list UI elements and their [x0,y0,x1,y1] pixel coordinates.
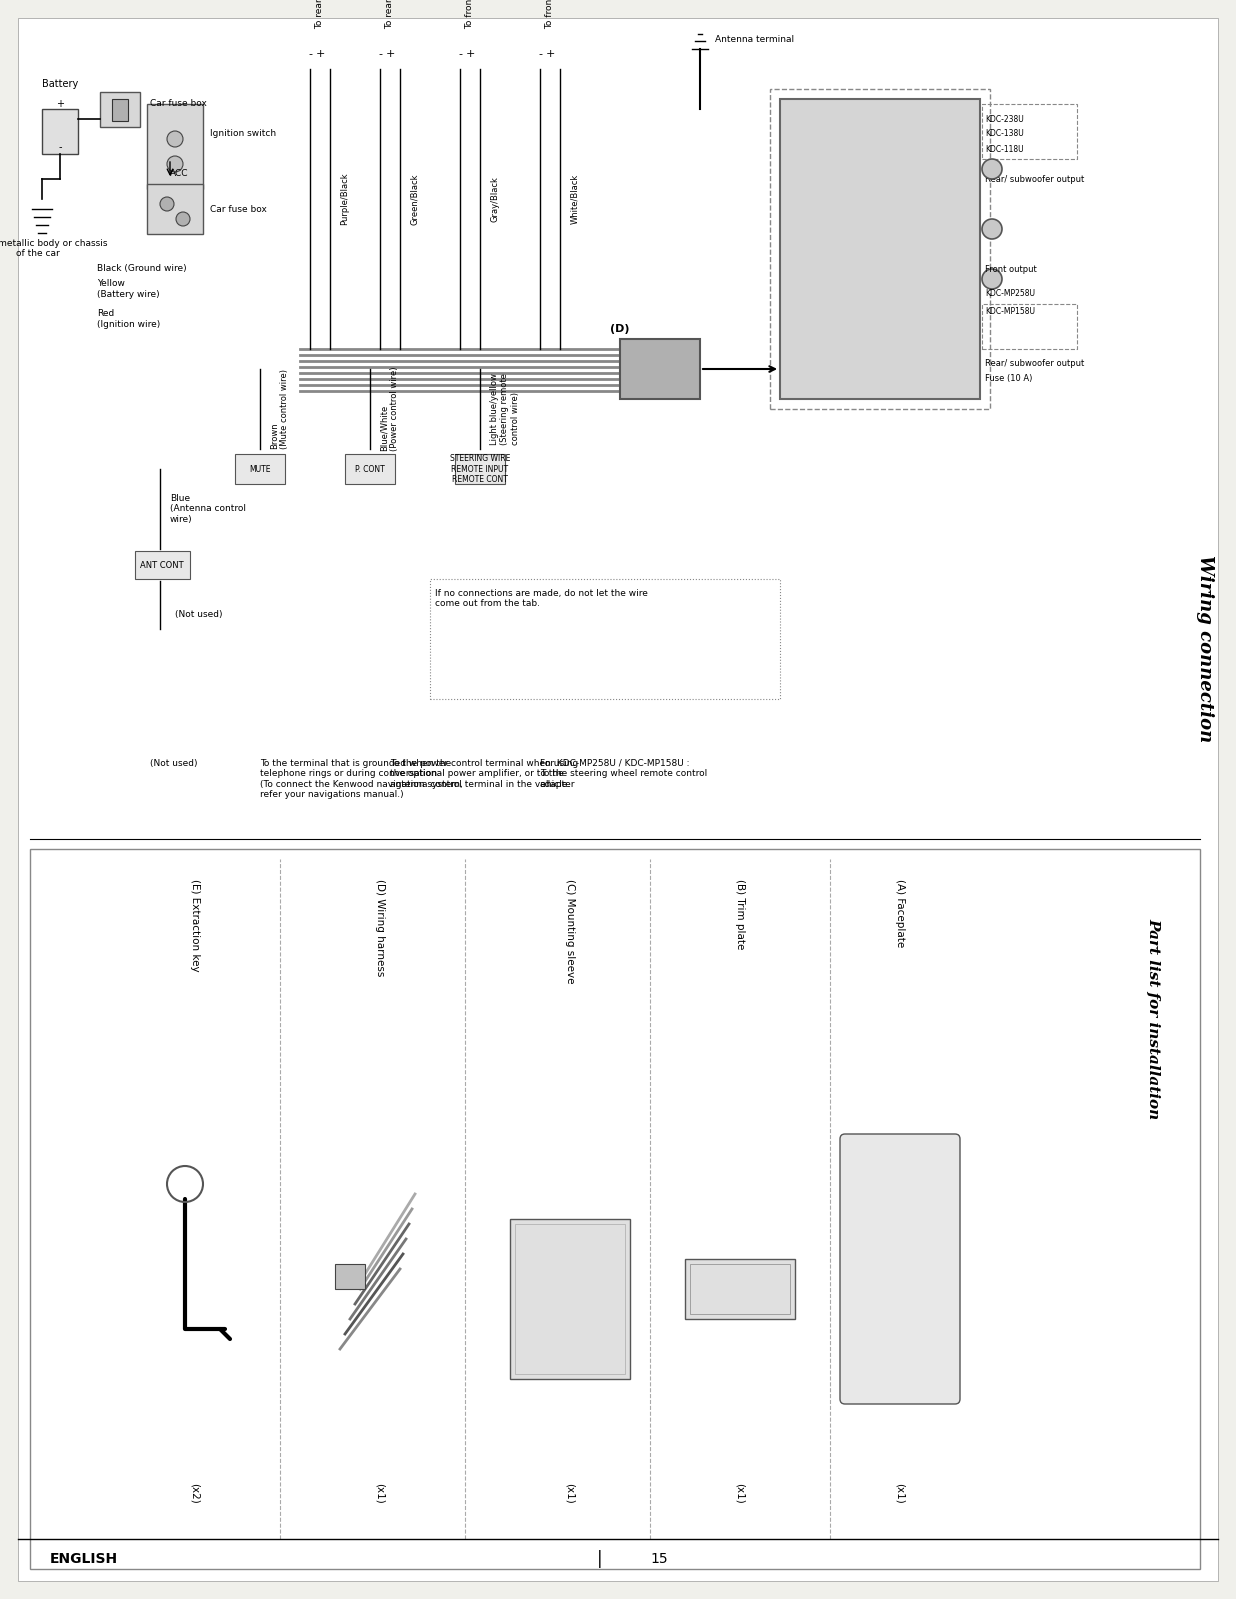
Circle shape [176,213,190,225]
Text: KDC-238U: KDC-238U [985,115,1023,123]
Text: Battery: Battery [42,78,78,90]
Text: (D): (D) [611,325,630,334]
Bar [135,552,190,579]
Text: For KDC-MP258U / KDC-MP158U :
To the steering wheel remote control
adapter: For KDC-MP258U / KDC-MP158U : To the ste… [540,760,707,788]
Text: (x1): (x1) [375,1484,384,1505]
Text: (C) Mounting sleeve: (C) Mounting sleeve [565,879,575,983]
Text: To front speaker (right): To front speaker (right) [466,0,475,29]
Bar [42,109,78,154]
Text: Ignition switch: Ignition switch [210,130,276,139]
Text: Front output: Front output [985,264,1037,273]
Bar [335,1263,365,1289]
Circle shape [167,131,183,147]
Circle shape [159,197,174,211]
Circle shape [981,219,1002,238]
Text: To rear speaker (left): To rear speaker (left) [386,0,394,29]
Bar [620,339,700,400]
Text: (Not used): (Not used) [176,609,222,619]
Bar [30,849,1200,1569]
Bar [430,579,780,699]
Text: If no connections are made, do not let the wire
come out from the tab.: If no connections are made, do not let t… [435,588,648,608]
Text: ENGLISH: ENGLISH [49,1553,119,1565]
Text: To the metallic body or chassis
of the car: To the metallic body or chassis of the c… [0,238,108,259]
Bar [981,104,1077,158]
Text: (x1): (x1) [565,1484,575,1505]
Text: Brown
(Mute control wire): Brown (Mute control wire) [269,369,289,449]
Text: -: - [58,142,62,152]
Text: (x2): (x2) [190,1484,200,1505]
Text: +: + [386,50,394,59]
Text: KDC-118U: KDC-118U [985,144,1023,154]
Text: (x1): (x1) [895,1484,905,1505]
Text: +: + [465,50,475,59]
Text: +: + [545,50,555,59]
Text: To the terminal that is grounded when the
telephone rings or during conversation: To the terminal that is grounded when th… [260,760,462,800]
Bar [770,90,990,409]
Text: -: - [459,50,462,59]
Text: Purple/Black: Purple/Black [340,173,349,225]
Text: To front speaker (left): To front speaker (left) [545,0,555,29]
Text: +: + [56,99,64,109]
Text: White/Black: White/Black [570,174,578,224]
Text: To rear speaker (right): To rear speaker (right) [315,0,325,29]
Bar [455,454,506,484]
Bar [780,99,980,400]
Text: -: - [378,50,382,59]
Text: Red
(Ignition wire): Red (Ignition wire) [96,309,161,329]
Text: Blue
(Antenna control
wire): Blue (Antenna control wire) [171,494,246,524]
Circle shape [167,157,183,173]
Bar [147,184,203,233]
Text: MUTE: MUTE [250,464,271,473]
Text: Yellow
(Battery wire): Yellow (Battery wire) [96,280,159,299]
Circle shape [981,269,1002,289]
Text: (B) Trim plate: (B) Trim plate [735,879,745,950]
Text: 15: 15 [650,1553,667,1565]
Text: Car fuse box: Car fuse box [210,205,267,214]
Text: (D) Wiring harness: (D) Wiring harness [375,879,384,977]
Bar [981,304,1077,349]
Text: -: - [538,50,543,59]
Text: ANT CONT: ANT CONT [140,561,184,569]
Bar [685,1258,795,1319]
Text: +: + [315,50,325,59]
Text: KDC-MP258U: KDC-MP258U [985,289,1035,299]
Bar [345,454,396,484]
Text: Gray/Black: Gray/Black [489,176,499,222]
Text: |: | [597,1549,603,1569]
Bar [510,1218,630,1378]
Bar [147,104,203,189]
Text: Rear/ subwoofer output: Rear/ subwoofer output [985,360,1084,368]
Text: Antenna terminal: Antenna terminal [714,35,794,43]
Text: P. CONT: P. CONT [355,464,384,473]
Text: (E) Extraction key: (E) Extraction key [190,879,200,972]
Text: Wiring connection: Wiring connection [1196,555,1214,742]
Text: Rear/ subwoofer output: Rear/ subwoofer output [985,174,1084,184]
Text: (Not used): (Not used) [150,760,198,768]
Text: Light blue/yellow
(Steering remote
control wire): Light blue/yellow (Steering remote contr… [489,373,520,445]
Text: ACC: ACC [171,169,189,179]
Text: Green/Black: Green/Black [410,173,419,225]
Bar [235,454,286,484]
Text: (x1): (x1) [735,1484,745,1505]
Bar [690,1263,790,1314]
Text: KDC-MP158U: KDC-MP158U [985,307,1035,315]
Text: To the power control terminal when using
the optional power amplifier, or to the: To the power control terminal when using… [391,760,578,788]
Bar [112,99,129,122]
Circle shape [981,158,1002,179]
FancyBboxPatch shape [840,1134,960,1404]
Text: Black (Ground wire): Black (Ground wire) [96,264,187,273]
Text: Part list for installation: Part list for installation [1146,918,1161,1119]
Bar [515,1223,625,1374]
Text: (A) Faceplate: (A) Faceplate [895,879,905,947]
Text: Car fuse box: Car fuse box [150,99,206,109]
Text: Blue/White
(Power control wire): Blue/White (Power control wire) [379,366,399,451]
Text: KDC-138U: KDC-138U [985,130,1023,139]
Text: -: - [308,50,311,59]
Text: STEERING WIRE
REMOTE INPUT
REMOTE CONT: STEERING WIRE REMOTE INPUT REMOTE CONT [450,454,510,484]
Text: Fuse (10 A): Fuse (10 A) [985,374,1032,384]
Bar [100,93,140,126]
